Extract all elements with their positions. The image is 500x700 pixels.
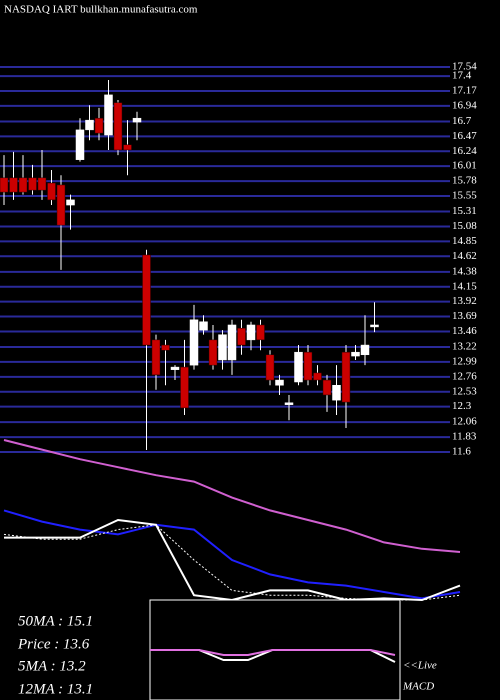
macd-label: MACD [402, 681, 434, 693]
candle-body [189, 319, 199, 366]
candle-body [113, 102, 123, 151]
y-tick-label: 12.3 [452, 400, 472, 412]
candle-body [85, 119, 94, 131]
line [3, 509, 461, 600]
y-tick-label: 13.69 [452, 310, 477, 322]
y-tick-label: 11.6 [452, 446, 471, 458]
y-tick-label: 15.08 [452, 220, 477, 232]
y-tick-label: 15.31 [452, 205, 477, 217]
candle-body [142, 254, 151, 346]
y-tick-label: 15.78 [452, 175, 477, 187]
candle-body [161, 344, 170, 351]
candle-body [341, 351, 351, 403]
candle-body [9, 177, 18, 193]
candle-body [332, 384, 341, 401]
candle-body [284, 402, 294, 405]
candle-body [208, 339, 218, 366]
y-tick-label: 15.55 [452, 190, 477, 202]
candle-body [303, 351, 313, 381]
y-tick-label: 14.62 [452, 250, 477, 262]
y-tick-label: 16.94 [452, 99, 477, 111]
candle-body [37, 177, 47, 191]
candle-body [256, 324, 265, 341]
stat: 50MA : 15.1 [18, 613, 93, 629]
candle-body [351, 351, 360, 357]
candle-body [47, 182, 56, 201]
candle-body [132, 117, 142, 123]
candle-body [265, 354, 275, 381]
candle-body [170, 366, 180, 370]
y-tick-label: 17.17 [452, 85, 477, 97]
candle-body [313, 372, 322, 381]
line [3, 439, 461, 553]
y-tick-label: 16.24 [452, 145, 477, 157]
candle-body [123, 144, 132, 151]
y-tick-label: 13.46 [452, 325, 477, 337]
candle-body [218, 334, 227, 361]
candle-body [294, 351, 303, 383]
y-tick-label: 16.47 [452, 130, 477, 142]
y-tick-label: 12.99 [452, 355, 477, 367]
candle-body [237, 327, 246, 346]
candle-body [56, 184, 66, 226]
macd-panel [150, 649, 396, 663]
y-tick-label: 12.06 [452, 416, 477, 428]
y-tick-label: 11.83 [452, 431, 477, 443]
candle-body [151, 339, 161, 376]
stat: 5MA : 13.2 [18, 658, 86, 674]
y-tick-label: 17.54 [452, 61, 477, 73]
line [3, 524, 461, 601]
candle-body [75, 129, 85, 160]
y-tick-label: 14.15 [452, 280, 477, 292]
candle-body [18, 177, 28, 193]
candle-body [370, 324, 379, 328]
y-tick-label: 17.4 [452, 70, 472, 82]
y-tick-label: 12.53 [452, 385, 477, 397]
candle-body [28, 177, 37, 191]
candle-body [180, 366, 189, 409]
stat: Price : 13.6 [17, 636, 90, 652]
stat: 12MA : 13.1 [18, 681, 93, 697]
y-tick-label: 16.01 [452, 160, 477, 172]
candle-body [322, 379, 332, 396]
candle-body [66, 199, 75, 206]
y-tick-label: 14.38 [452, 265, 477, 277]
y-tick-label: 12.76 [452, 370, 477, 382]
candle-body [0, 177, 9, 193]
candle-body [104, 94, 113, 136]
y-tick-label: 13.92 [452, 295, 477, 307]
candle-body [199, 321, 208, 331]
candle-body [227, 324, 237, 361]
candle-body [360, 344, 370, 356]
candle-body [275, 379, 284, 386]
line [150, 649, 396, 656]
macd-label: <<Live [403, 660, 437, 672]
candle-body [246, 324, 256, 341]
y-tick-label: 16.7 [452, 115, 472, 127]
y-tick-label: 14.85 [452, 235, 477, 247]
y-tick-label: 13.22 [452, 341, 477, 353]
chart-title: NASDAQ IART bullkhan.munafasutra.com [4, 4, 198, 16]
candle-body [94, 117, 104, 134]
